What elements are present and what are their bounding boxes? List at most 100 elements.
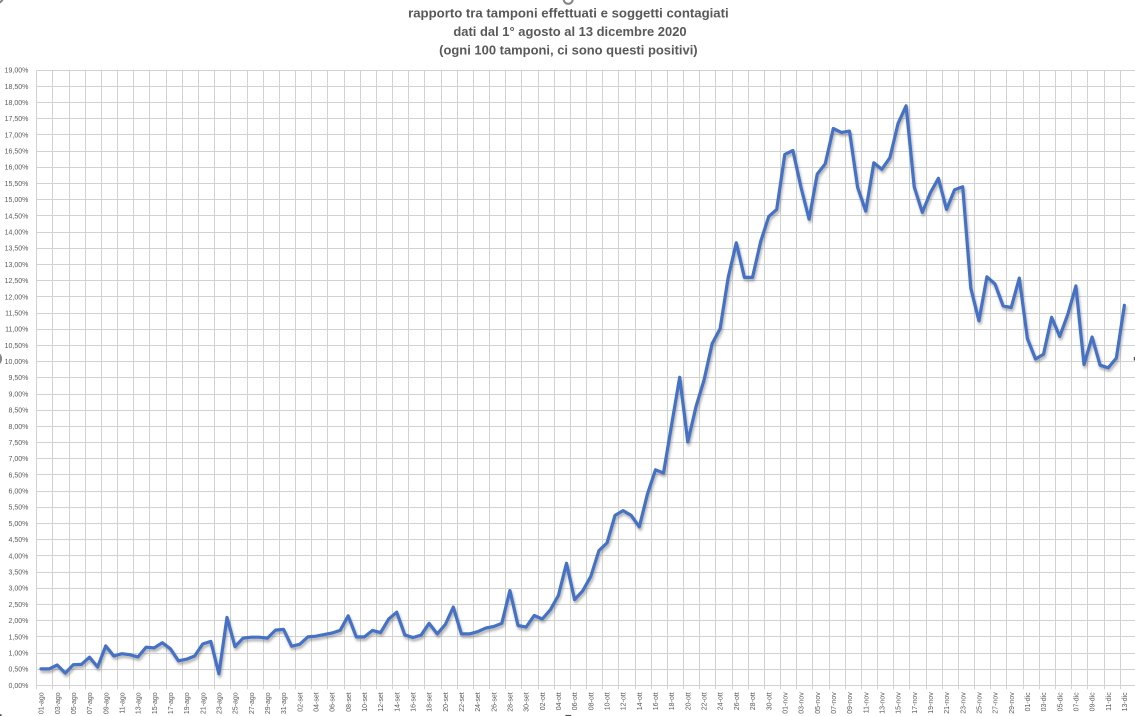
svg-text:19-nov: 19-nov [928,692,935,714]
svg-text:13-nov: 13-nov [879,692,886,714]
svg-text:6,50%: 6,50% [9,472,29,479]
svg-text:17-ago: 17-ago [168,692,175,714]
svg-text:5,50%: 5,50% [9,505,29,512]
svg-text:03-nov: 03-nov [799,692,806,714]
svg-text:25-ago: 25-ago [233,692,240,714]
svg-text:19-ago: 19-ago [184,692,191,714]
svg-text:17-nov: 17-nov [912,692,919,714]
svg-text:15-nov: 15-nov [896,692,903,714]
svg-text:11-dic: 11-dic [1106,692,1113,711]
svg-text:21-ago: 21-ago [200,692,207,714]
svg-text:02-ott: 02-ott [540,692,547,710]
svg-text:15,50%: 15,50% [5,181,29,188]
svg-text:15-ago: 15-ago [152,692,159,714]
svg-text:18,50%: 18,50% [5,84,29,91]
svg-text:1,50%: 1,50% [9,634,29,641]
svg-text:19,00%: 19,00% [5,68,29,75]
svg-text:05-dic: 05-dic [1057,692,1064,712]
svg-text:0,00%: 0,00% [9,683,29,690]
svg-text:24-set: 24-set [475,692,482,712]
svg-text:28-set: 28-set [508,692,515,712]
svg-text:01-dic: 01-dic [1025,692,1032,712]
svg-text:1,00%: 1,00% [9,650,29,657]
svg-text:07-ago: 07-ago [87,692,94,714]
svg-text:(ogni 100 tamponi, ci sono que: (ogni 100 tamponi, ci sono questi positi… [439,44,698,58]
svg-text:06-ott: 06-ott [572,692,579,710]
svg-text:10,00%: 10,00% [5,359,29,366]
svg-text:05-nov: 05-nov [815,692,822,714]
svg-text:01-ago: 01-ago [39,692,46,714]
svg-text:11-nov: 11-nov [863,692,870,713]
svg-text:04-set: 04-set [313,692,320,712]
svg-text:21-nov: 21-nov [944,692,951,714]
svg-text:7,50%: 7,50% [9,440,29,447]
svg-text:2,00%: 2,00% [9,618,29,625]
svg-text:24-ott: 24-ott [718,692,725,710]
svg-text:20-ott: 20-ott [685,692,692,710]
svg-text:09-ago: 09-ago [103,692,110,714]
svg-text:11,50%: 11,50% [5,310,28,317]
svg-text:17,00%: 17,00% [5,132,29,139]
svg-text:09-dic: 09-dic [1090,692,1097,712]
svg-text:15,00%: 15,00% [5,197,29,204]
svg-text:12,00%: 12,00% [5,294,29,301]
svg-text:29-ago: 29-ago [265,692,272,714]
svg-text:08-set: 08-set [346,692,353,712]
svg-text:26-ott: 26-ott [734,692,741,710]
svg-text:11,00%: 11,00% [5,327,28,334]
svg-text:2,50%: 2,50% [9,602,29,609]
svg-text:8,00%: 8,00% [9,424,29,431]
svg-text:9,50%: 9,50% [9,375,29,382]
svg-text:0,50%: 0,50% [9,667,29,674]
svg-text:8,50%: 8,50% [9,408,29,415]
svg-text:16-ott: 16-ott [653,692,660,710]
svg-text:3,00%: 3,00% [9,586,29,593]
svg-text:10-ott: 10-ott [605,692,612,710]
svg-text:18-set: 18-set [427,692,434,712]
svg-text:03-dic: 03-dic [1041,692,1048,712]
svg-text:17,50%: 17,50% [5,116,29,123]
svg-text:20-set: 20-set [443,692,450,712]
svg-text:22-set: 22-set [459,692,466,712]
svg-text:09-nov: 09-nov [847,692,854,714]
svg-text:6,00%: 6,00% [9,489,29,496]
svg-text:18-ott: 18-ott [669,692,676,710]
svg-text:08-ott: 08-ott [588,692,595,710]
svg-text:23-nov: 23-nov [960,692,967,714]
svg-text:18,00%: 18,00% [5,100,29,107]
svg-text:31-ago: 31-ago [281,692,288,714]
svg-text:14,00%: 14,00% [5,230,29,237]
svg-text:03-ago: 03-ago [55,692,62,714]
svg-text:28-ott: 28-ott [750,692,757,710]
svg-text:12,50%: 12,50% [5,278,29,285]
svg-text:rapporto tra tamponi effettuat: rapporto tra tamponi effettuati e sogget… [408,6,729,20]
svg-text:11-ago: 11-ago [119,692,126,713]
svg-text:4,00%: 4,00% [9,553,29,560]
svg-text:07-nov: 07-nov [831,692,838,714]
svg-text:27-ago: 27-ago [249,692,256,714]
svg-text:14-ott: 14-ott [637,692,644,710]
svg-text:13,00%: 13,00% [5,262,29,269]
svg-text:16,50%: 16,50% [5,149,29,156]
svg-text:01-nov: 01-nov [782,692,789,714]
svg-text:9,00%: 9,00% [9,391,29,398]
svg-text:13-ago: 13-ago [136,692,143,714]
svg-text:25-nov: 25-nov [976,692,983,714]
svg-text:07-dic: 07-dic [1073,692,1080,712]
svg-text:16-set: 16-set [411,692,418,712]
svg-text:30-set: 30-set [524,692,531,712]
svg-text:27-nov: 27-nov [993,692,1000,714]
svg-text:29-nov: 29-nov [1009,692,1016,714]
svg-text:04-ott: 04-ott [556,692,563,710]
svg-text:12-ott: 12-ott [621,692,628,710]
svg-text:23-ago: 23-ago [216,692,223,714]
svg-text:3,50%: 3,50% [9,569,29,576]
svg-text:06-set: 06-set [330,692,337,712]
svg-text:12-set: 12-set [378,692,385,712]
svg-text:14,50%: 14,50% [5,213,29,220]
svg-text:14-set: 14-set [394,692,401,712]
svg-text:dati dal 1° agosto al 13 dicem: dati dal 1° agosto al 13 dicembre 2020 [453,25,686,39]
svg-text:26-set: 26-set [491,692,498,712]
svg-text:16,00%: 16,00% [5,165,29,172]
svg-text:05-ago: 05-ago [71,692,78,714]
